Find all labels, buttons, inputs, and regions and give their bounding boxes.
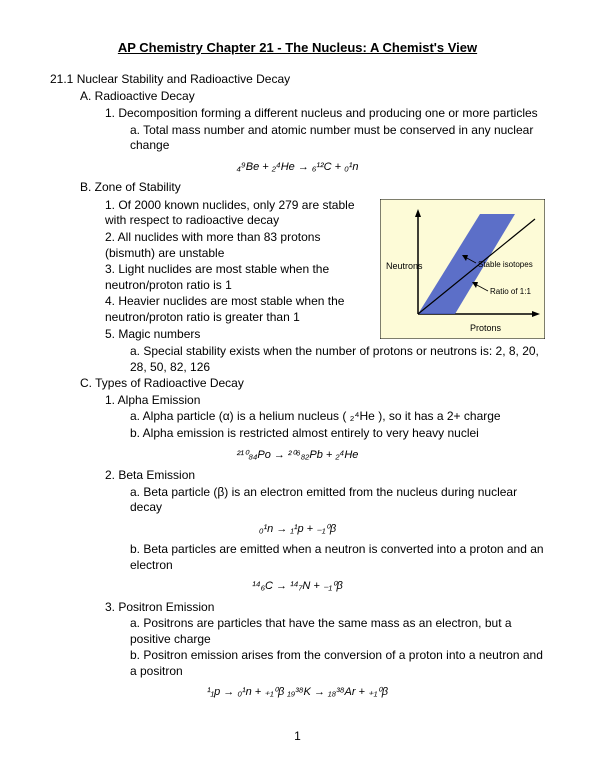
c-alpha-a: a. Alpha particle (α) is a helium nucleu… [130, 409, 545, 425]
stability-chart: Neutrons Protons Stable isotopes Ratio o… [380, 199, 545, 339]
a-item-1a: a. Total mass number and atomic number m… [130, 123, 545, 154]
b-item-4: 4. Heavier nuclides are most stable when… [105, 294, 375, 325]
section-21-1: 21.1 Nuclear Stability and Radioactive D… [50, 72, 545, 88]
b-item-2: 2. All nuclides with more than 83 proton… [105, 230, 375, 261]
equation-be: ₄⁹Be + ₂⁴He → ₆¹²C + ₀¹n [50, 160, 545, 174]
equation-beta-1: ₀¹n → ₁¹p + ₋₁⁰β [50, 522, 545, 536]
chart-ratio-label: Ratio of 1:1 [490, 287, 531, 296]
c-alpha-b: b. Alpha emission is restricted almost e… [130, 426, 545, 442]
page-number: 1 [294, 729, 301, 745]
c-beta-a: a. Beta particle (β) is an electron emit… [130, 485, 545, 516]
b-item-3: 3. Light nuclides are most stable when t… [105, 262, 375, 293]
equation-positron: ¹₁p → ₀¹n + ₊₁⁰β ₁₉³⁸K → ₁₈³⁸Ar + ₊₁⁰β [50, 685, 545, 699]
c-positron-a: a. Positrons are particles that have the… [130, 616, 545, 647]
b-item-5: 5. Magic numbers [105, 327, 375, 343]
sub-c: C. Types of Radioactive Decay [80, 376, 545, 392]
zone-stability-block: 1. Of 2000 known nuclides, only 279 are … [50, 197, 545, 343]
c-alpha: 1. Alpha Emission [105, 393, 545, 409]
chart-ylabel: Neutrons [386, 261, 423, 271]
c-positron-b: b. Positron emission arises from the con… [130, 648, 545, 679]
c-beta: 2. Beta Emission [105, 468, 545, 484]
equation-alpha: ²¹⁰₈₄Po → ²⁰⁶₈₂Pb + ₂⁴He [50, 448, 545, 462]
a-item-1: 1. Decomposition forming a different nuc… [105, 106, 545, 122]
c-beta-b: b. Beta particles are emitted when a neu… [130, 542, 545, 573]
page-title: AP Chemistry Chapter 21 - The Nucleus: A… [50, 40, 545, 57]
b-item-1: 1. Of 2000 known nuclides, only 279 are … [105, 198, 375, 229]
sub-b: B. Zone of Stability [80, 180, 545, 196]
chart-band-label: Stable isotopes [478, 260, 533, 269]
b-item-5a: a. Special stability exists when the num… [130, 344, 545, 375]
chart-xlabel: Protons [470, 323, 502, 333]
c-positron: 3. Positron Emission [105, 600, 545, 616]
equation-beta-2: ¹⁴₆C → ¹⁴₇N + ₋₁⁰β [50, 579, 545, 593]
sub-a: A. Radioactive Decay [80, 89, 545, 105]
